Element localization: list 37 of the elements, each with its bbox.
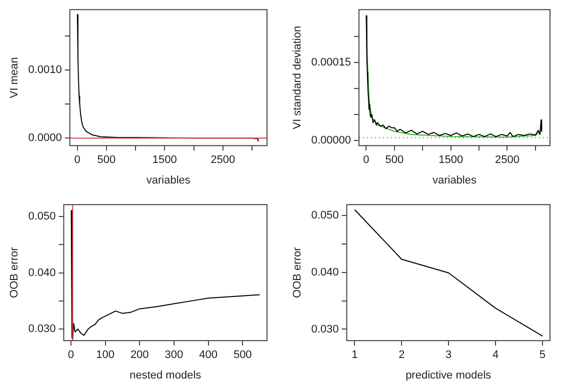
- y-axis-title: OOB error: [8, 246, 21, 298]
- x-tick-label: 1500: [152, 154, 177, 166]
- x-tick-label: 1: [352, 349, 358, 362]
- x-tick-label: 300: [164, 349, 184, 362]
- x-tick-label: 0: [363, 154, 370, 166]
- y-tick-label: 0.030: [311, 323, 339, 336]
- x-tick-label: 2500: [495, 154, 520, 166]
- x-tick-label: 500: [385, 154, 404, 166]
- x-axis-title: variables: [432, 174, 477, 186]
- x-tick-label: 200: [130, 349, 149, 362]
- x-tick-label: 100: [96, 349, 114, 362]
- y-tick-label: 0.040: [28, 266, 56, 279]
- y-tick-label: 0.050: [311, 209, 339, 222]
- x-tick-label: 1500: [438, 154, 464, 166]
- x-tick-label: 4: [492, 349, 499, 362]
- x-tick-label: 500: [233, 349, 252, 362]
- x-axis-title: variables: [146, 174, 191, 186]
- y-axis-title: OOB error: [292, 246, 304, 298]
- y-tick-label: 0.0000: [28, 132, 62, 144]
- y-tick-label: 0.00000: [311, 134, 351, 147]
- y-axis-title: VI standard deviation: [292, 26, 304, 130]
- y-tick-label: 0.0010: [28, 64, 62, 76]
- x-tick-label: 500: [97, 154, 116, 166]
- x-tick-label: 400: [199, 349, 218, 362]
- x-tick-label: 0: [68, 349, 74, 362]
- x-axis-title: predictive models: [406, 369, 492, 382]
- y-tick-label: 0.040: [311, 266, 339, 278]
- x-tick-label: 2500: [210, 154, 236, 166]
- x-tick-label: 2: [398, 349, 405, 362]
- y-tick-label: 0.030: [28, 323, 56, 336]
- x-tick-label: 0: [74, 154, 80, 166]
- x-tick-label: 5: [539, 349, 546, 362]
- x-tick-label: 3: [446, 349, 452, 362]
- y-tick-label: 0.050: [28, 210, 56, 222]
- y-axis-title: VI mean: [8, 57, 21, 98]
- y-tick-label: 0.00015: [311, 56, 351, 69]
- x-axis-title: nested models: [130, 369, 202, 382]
